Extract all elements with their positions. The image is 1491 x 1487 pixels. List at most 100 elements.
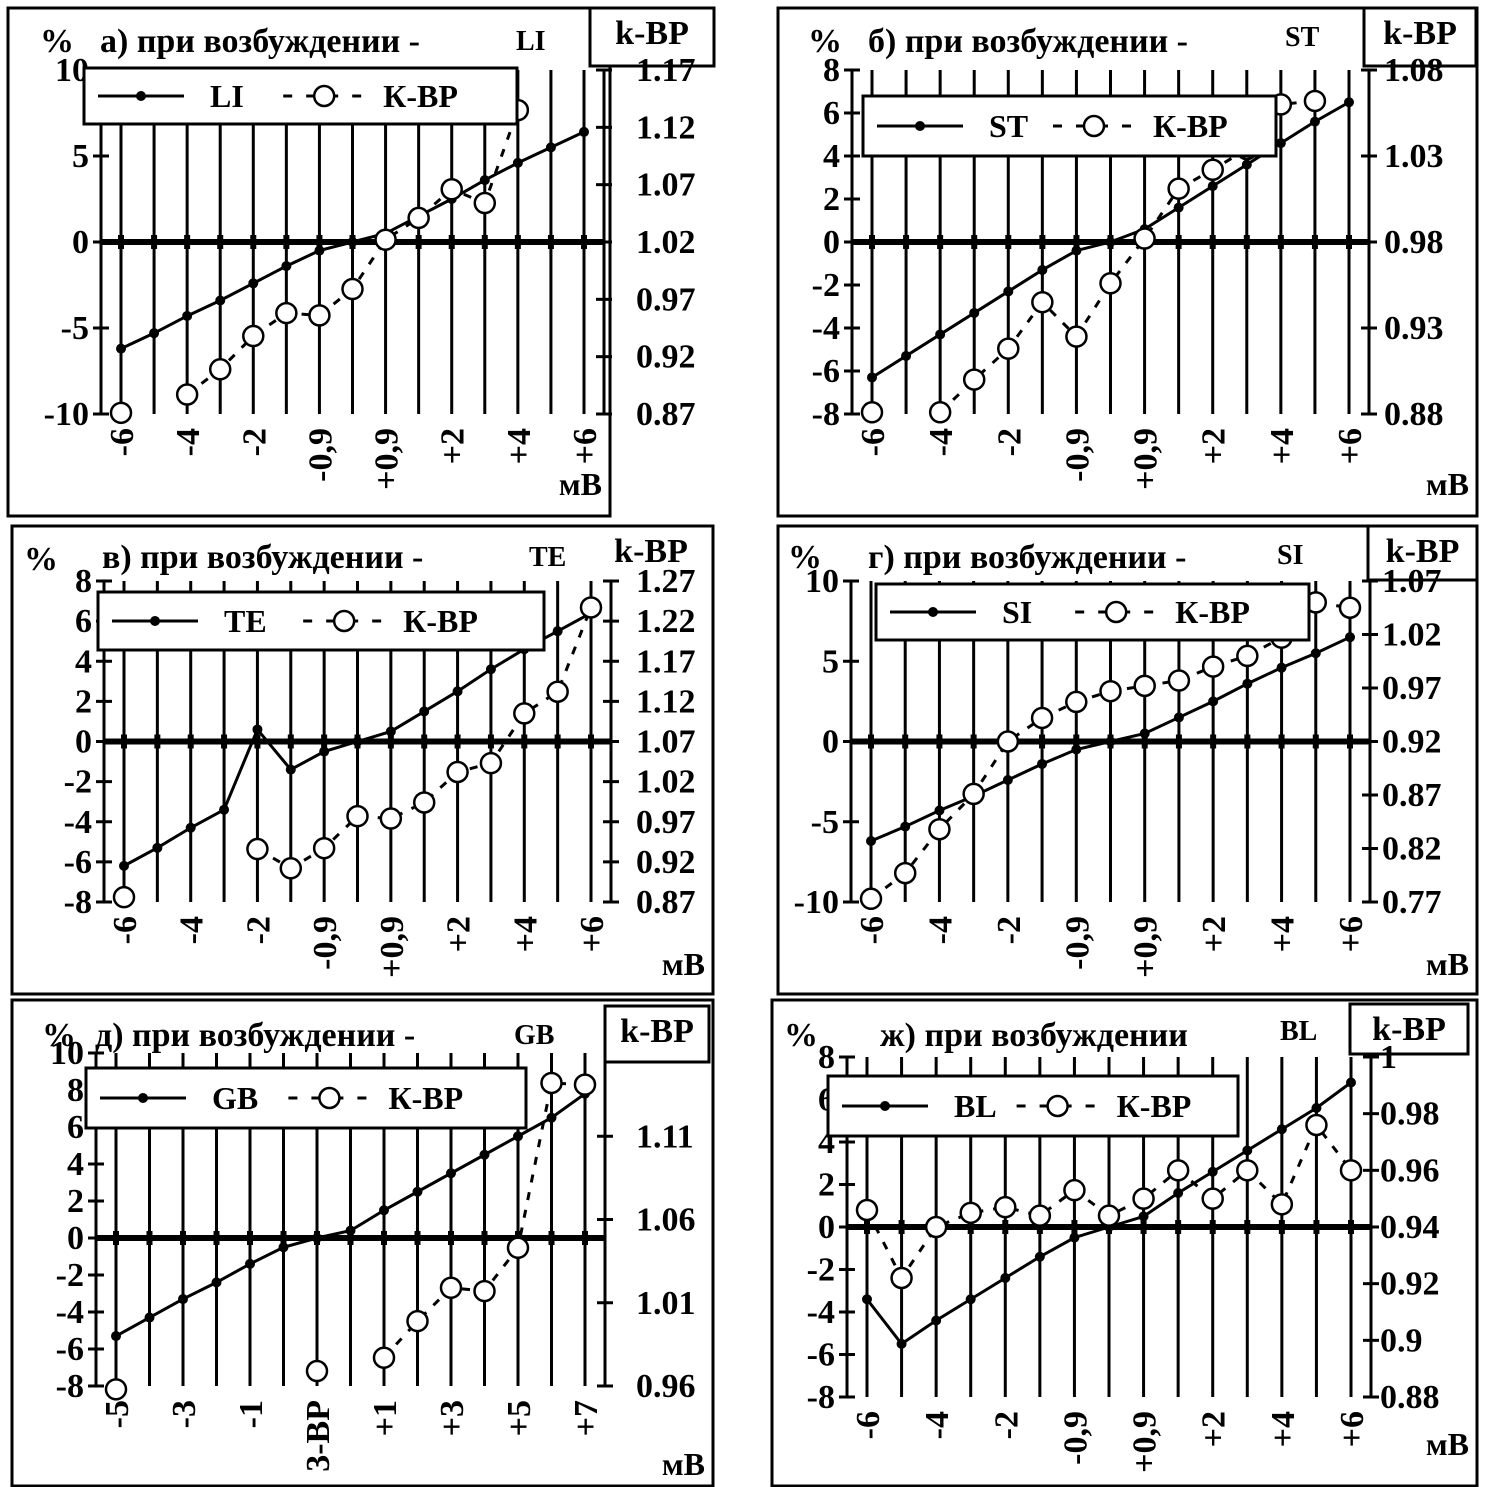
x-tick-label: -6 (855, 428, 892, 456)
legend-label-kvr: К-ВР (388, 1080, 463, 1116)
series-point-main (178, 1294, 188, 1305)
left-tick-label: 4 (67, 1146, 84, 1183)
right-tick-label: 0.82 (1382, 831, 1442, 868)
series-point-kvr (104, 1378, 128, 1401)
x-axis-unit: мВ (1426, 946, 1469, 982)
chart-legend: LI К-ВР (82, 66, 519, 126)
chart-code: BL (1280, 1016, 1317, 1047)
left-tick-label: -8 (812, 396, 840, 433)
right-axis-unit-box (603, 1004, 711, 1064)
x-tick-label: +2 (1196, 916, 1233, 952)
chart-code: GB (514, 1020, 554, 1051)
series-point-main (319, 746, 330, 757)
series-point-main (211, 1277, 222, 1288)
series-point-kvr (1030, 706, 1054, 730)
x-tick-label: -4 (919, 1411, 956, 1439)
series-point-main (248, 278, 259, 289)
legend-label-main: TE (224, 603, 267, 639)
series-point-main (1034, 1251, 1045, 1262)
legend-marker-main (150, 616, 160, 626)
series-point-kvr (341, 277, 364, 301)
series-point-main (185, 822, 196, 833)
legend-marker-kvr (1082, 114, 1106, 138)
x-tick-label: +7 (568, 1400, 605, 1436)
chart-panel-2: -8 -6 -4 -2 0 2 4 6 8 0.88 0.93 0.98 1.03 1.08 -6 -4 -2 -… (776, 6, 1479, 518)
legend-marker-kvr (332, 609, 356, 633)
left-tick-label: 5 (822, 643, 839, 680)
series-point-kvr (573, 1073, 597, 1096)
left-tick-label: -5 (61, 310, 89, 347)
series-point-main (579, 126, 589, 137)
series-line-kvr (256, 606, 593, 871)
right-tick-label: 0.92 (1380, 1266, 1440, 1303)
series-point-main (446, 1168, 456, 1179)
chart-code: LI (516, 26, 546, 57)
series-point-main (1002, 775, 1013, 786)
legend-label-kvr: К-ВР (403, 603, 478, 639)
right-tick-label: 1.01 (636, 1285, 696, 1322)
series-point-kvr (1339, 1159, 1363, 1182)
right-axis-unit: k-BP (1386, 533, 1460, 570)
series-point-main (862, 1294, 872, 1305)
legend-label-main: BL (954, 1088, 997, 1124)
right-tick-label: 1.02 (636, 224, 696, 261)
x-tick-label: -6 (107, 916, 144, 944)
series-point-main (969, 307, 980, 318)
series-point-kvr (1133, 674, 1156, 698)
legend-marker-main (880, 1101, 890, 1111)
series-point-main (479, 175, 490, 186)
series-point-kvr (855, 1198, 879, 1222)
x-axis-unit: мВ (1426, 1426, 1469, 1462)
series-point-kvr (1065, 325, 1088, 348)
x-tick-label: -2 (988, 1411, 1025, 1439)
x-tick-label: +4 (507, 916, 544, 952)
x-tick-label: +5 (501, 1400, 538, 1436)
left-tick-label: 10 (50, 1035, 84, 1072)
left-tick-label: 8 (818, 1039, 835, 1076)
series-point-kvr (473, 191, 497, 215)
right-tick-label: 1.17 (636, 52, 696, 89)
series-point-main (252, 724, 263, 735)
legend-label-main: SI (1002, 594, 1032, 630)
right-tick-label: 0.97 (636, 804, 696, 841)
left-axis-unit: % (784, 1017, 818, 1054)
right-tick-label: 0.92 (636, 844, 696, 881)
series-point-kvr (242, 324, 265, 348)
series-point-kvr (1236, 644, 1259, 668)
chart-panel-6: -8-6-4-2024680.880.90.920.940.960.981-6-… (770, 998, 1479, 1487)
x-tick-label: -6 (104, 428, 141, 456)
series-point-kvr (1201, 655, 1225, 678)
series-point-main (215, 295, 226, 306)
series-point-kvr (513, 702, 536, 725)
series-point-kvr (1097, 1204, 1121, 1227)
x-tick-label: -2 (991, 428, 1028, 456)
left-axis-unit: % (808, 23, 842, 60)
x-axis-unit: мВ (662, 946, 705, 982)
series-point-kvr (439, 1276, 463, 1300)
legend-marker-main (915, 121, 925, 131)
series-point-kvr (407, 206, 430, 230)
right-tick-label: 1.12 (636, 109, 696, 146)
x-tick-label: -4 (923, 428, 960, 456)
right-tick-label: 0.88 (1380, 1379, 1440, 1416)
series-point-kvr (1099, 679, 1122, 703)
x-tick-label: +4 (1265, 1411, 1302, 1447)
left-tick-label: 0 (75, 724, 92, 761)
right-tick-label: 1.07 (636, 724, 696, 761)
series-point-kvr (1236, 1159, 1259, 1182)
right-tick-label: 0.96 (1380, 1152, 1440, 1189)
series-point-main (1139, 728, 1150, 739)
right-axis-unit-box (1366, 524, 1479, 582)
x-tick-label: -2 (236, 428, 273, 456)
series-point-kvr (959, 1201, 982, 1225)
x-tick-label: -6 (854, 916, 891, 944)
x-tick-label: +0,9 (1128, 916, 1165, 978)
series-point-main (512, 157, 523, 168)
x-tick-label: +0,9 (374, 916, 411, 978)
series-point-main (513, 1131, 523, 1142)
right-tick-label: 0.98 (1384, 224, 1444, 261)
series-point-kvr (928, 401, 952, 424)
series-point-kvr (112, 885, 136, 909)
x-axis-unit: мВ (1426, 466, 1469, 502)
chart-legend: TE К-ВР (96, 590, 546, 652)
